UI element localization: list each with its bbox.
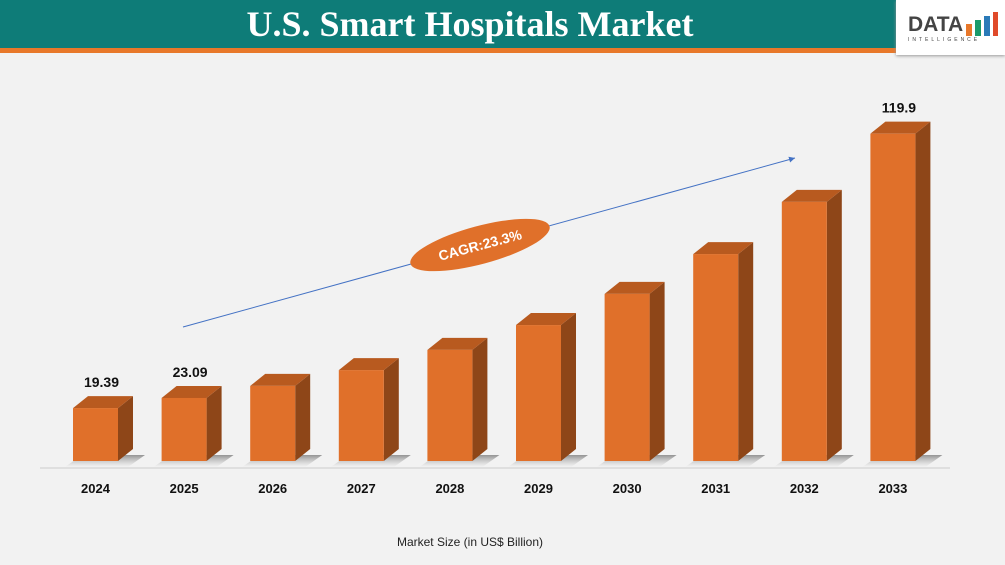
bar-side (649, 281, 665, 461)
logo-subtext: INTELLIGENCE (908, 37, 981, 43)
bar-top (161, 385, 222, 398)
bar-2030 (604, 293, 650, 461)
bar-side (561, 313, 576, 461)
x-axis-label: Market Size (in US$ Billion) (396, 535, 544, 549)
bar-top (338, 358, 399, 371)
cagr-badge: CAGR:23.3% (410, 218, 550, 272)
x-tick-label: 2025 (170, 481, 199, 496)
x-tick-label: 2026 (258, 481, 287, 496)
data-label: 23.09 (173, 364, 208, 380)
bar-2025 (161, 397, 207, 461)
bar-top (781, 189, 842, 202)
bar-side (118, 396, 133, 461)
bar-2024 (73, 408, 118, 461)
bar-top (870, 121, 931, 134)
bar-top (427, 337, 488, 350)
bar-side (915, 121, 931, 461)
x-tick-label: 2030 (613, 481, 642, 496)
bar-2029 (516, 325, 561, 461)
accent-stripe (0, 48, 1005, 53)
logo-bars-icon (966, 12, 998, 36)
x-tick-label: 2028 (435, 481, 464, 496)
cagr-ellipse (410, 218, 550, 272)
bar-2026 (250, 385, 296, 461)
header-bar: U.S. Smart Hospitals Market (0, 0, 1005, 48)
x-tick-label: 2031 (701, 481, 730, 496)
bar-side (383, 358, 399, 461)
bar-side (738, 242, 754, 461)
bar-2032 (781, 201, 827, 461)
bar-side (206, 385, 222, 461)
bar-side (472, 337, 488, 461)
bar-top (693, 242, 754, 255)
x-tick-label: 2027 (347, 481, 376, 496)
x-tick-label: 2024 (81, 481, 111, 496)
bar-2031 (693, 254, 739, 461)
data-label: 119.9 (882, 100, 916, 116)
bar-top (604, 281, 665, 294)
bar-2028 (427, 349, 473, 461)
bar-2027 (338, 370, 384, 461)
bar-top (250, 373, 311, 386)
bar-top (516, 313, 576, 326)
bar-side (295, 373, 311, 461)
x-tick-label: 2029 (524, 481, 553, 496)
logo-text: DATA (908, 13, 964, 36)
logo: DATA INTELLIGENCE (896, 0, 1005, 55)
x-tick-label: 2032 (790, 481, 819, 496)
x-tick-label: 2033 (878, 481, 907, 496)
bar-2033 (870, 133, 916, 461)
data-label: 19.39 (84, 374, 119, 390)
bar-side (826, 189, 842, 461)
bar-top (73, 396, 133, 409)
page-title: U.S. Smart Hospitals Market (246, 4, 694, 44)
